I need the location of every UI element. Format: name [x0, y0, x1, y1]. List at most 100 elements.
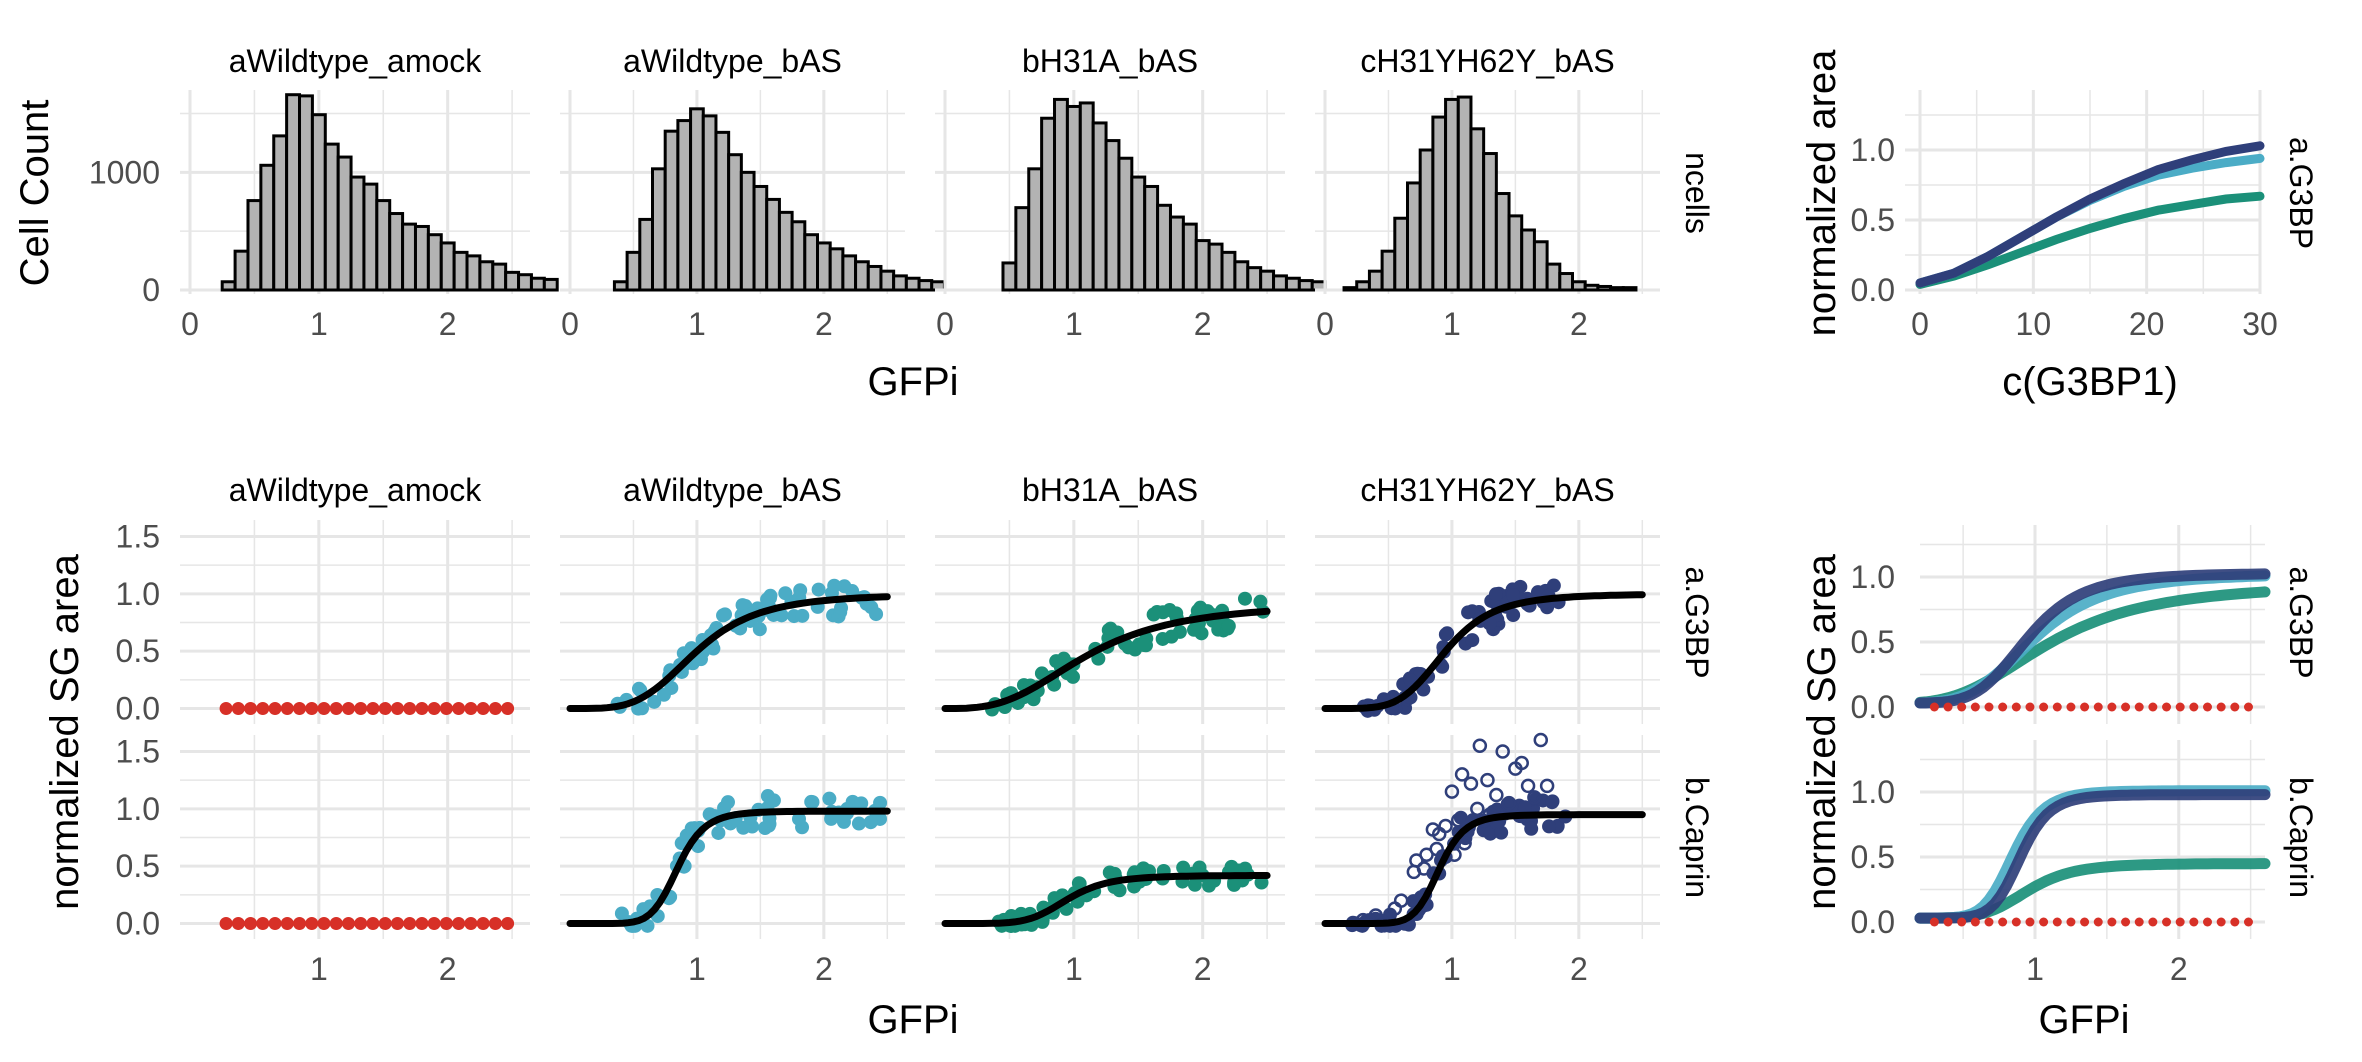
- x-tick-label: 2: [2170, 951, 2188, 987]
- data-point: [795, 608, 810, 623]
- data-point: [1164, 629, 1179, 644]
- histogram-bar: [1104, 139, 1121, 292]
- histogram-bar: [803, 233, 819, 292]
- y-tick-label: 0.0: [1851, 272, 1895, 308]
- data-point: [268, 917, 282, 931]
- histogram-bar: [1583, 283, 1600, 292]
- histogram-bar: [1284, 276, 1301, 292]
- hist-xlabel: GFPi: [867, 360, 958, 404]
- histogram-bar: [714, 130, 731, 292]
- histogram-bar: [1027, 167, 1044, 292]
- data-point: [863, 815, 878, 830]
- mock-point: [1929, 702, 1939, 712]
- data-point: [869, 607, 884, 622]
- histogram-bar: [1001, 261, 1018, 292]
- scatter-facet: 1 2 0.0 0.5 1.0 1.5: [116, 733, 530, 987]
- histogram-bar: [465, 254, 482, 292]
- histogram-bar: [1520, 228, 1536, 292]
- histogram-bar: [917, 279, 934, 292]
- y-tick-label: 0.0: [1851, 689, 1895, 725]
- histogram-bar: [478, 260, 495, 292]
- x-tick-label: 1: [688, 306, 706, 342]
- data-point: [736, 820, 751, 835]
- mock-point: [1984, 917, 1994, 927]
- histogram-bar: [1418, 148, 1435, 292]
- data-point: [811, 582, 826, 597]
- histogram-facet: 0 1 2 bH31A_bAS: [935, 43, 1327, 342]
- data-point: [837, 579, 852, 594]
- mock-point: [1943, 702, 1953, 712]
- histogram-bar: [336, 155, 353, 292]
- data-point: [378, 917, 392, 931]
- data-point: [464, 917, 478, 931]
- fit-line: [1321, 811, 1646, 927]
- series-line: [1915, 191, 2265, 289]
- histogram-bar: [816, 241, 832, 292]
- data-point-open: [1393, 893, 1409, 908]
- histogram-bar: [491, 262, 508, 292]
- data-point: [366, 917, 380, 931]
- data-point: [219, 917, 233, 931]
- y-tick-label: 0.5: [1851, 202, 1895, 238]
- mock-point: [2011, 917, 2021, 927]
- data-point: [718, 607, 733, 622]
- histogram-bar: [401, 222, 417, 292]
- histogram-bar: [739, 170, 756, 292]
- mock-point: [2134, 702, 2144, 712]
- mock-point: [2039, 702, 2049, 712]
- histogram-bar: [517, 273, 533, 292]
- data-point: [427, 702, 441, 716]
- data-point: [268, 702, 282, 716]
- strip-label-right: b.Caprin: [2283, 777, 2319, 898]
- mock-point: [2148, 702, 2158, 712]
- histogram-bar: [1297, 279, 1314, 292]
- histogram-bar: [375, 199, 392, 292]
- fit-line: [941, 607, 1271, 712]
- data-point-open: [1463, 776, 1479, 791]
- histogram-bar: [542, 277, 559, 292]
- x-tick-label: 0: [1911, 306, 1929, 342]
- data-point: [366, 702, 380, 716]
- histogram-bar: [689, 107, 705, 292]
- histogram-bar: [452, 250, 469, 292]
- histogram-bar: [426, 233, 443, 292]
- data-point: [791, 811, 806, 826]
- data-point: [244, 917, 258, 931]
- data-point: [256, 917, 270, 931]
- data-point-open: [1489, 787, 1504, 803]
- data-point: [231, 917, 245, 931]
- histogram-bar: [1482, 152, 1498, 292]
- data-point: [231, 702, 245, 716]
- data-point: [403, 917, 417, 931]
- x-tick-label: 0: [181, 306, 199, 342]
- x-tick-label: 1: [1065, 951, 1083, 987]
- mock-point: [2203, 917, 2212, 927]
- histogram-bar: [1246, 266, 1263, 292]
- data-point: [711, 825, 726, 840]
- histogram-bar: [1272, 274, 1288, 292]
- data-point: [256, 702, 270, 716]
- y-tick-label: 0.5: [1851, 624, 1895, 660]
- facet-title: aWildtype_bAS: [623, 472, 842, 508]
- x-tick-label: 2: [815, 306, 833, 342]
- histogram-bar: [1156, 203, 1172, 292]
- mock-point: [2203, 702, 2212, 712]
- data-point: [280, 917, 294, 931]
- histogram-bar: [651, 167, 667, 292]
- data-point: [464, 702, 478, 716]
- data-point-open: [1533, 732, 1549, 748]
- data-point: [1121, 640, 1136, 655]
- data-point: [341, 702, 355, 716]
- histogram-bar: [246, 199, 263, 292]
- mock-point: [2230, 702, 2240, 712]
- data-point-open: [1501, 795, 1517, 811]
- overlay-ylabel: normalized SG area: [1800, 553, 1844, 909]
- mock-point: [1970, 702, 1980, 712]
- sg-area-overlay-panels: 0.0 0.5 1.0 a.G3BP 1 2 0.0 0.5 1.0 b.Caprin: [1851, 525, 2319, 987]
- x-tick-label: 1: [1443, 951, 1461, 987]
- y-tick-label: 0.0: [1851, 904, 1895, 940]
- data-point: [1168, 606, 1183, 621]
- y-tick-label: 1000: [89, 154, 160, 190]
- mock-point: [2162, 702, 2172, 712]
- mock-point: [2243, 917, 2253, 927]
